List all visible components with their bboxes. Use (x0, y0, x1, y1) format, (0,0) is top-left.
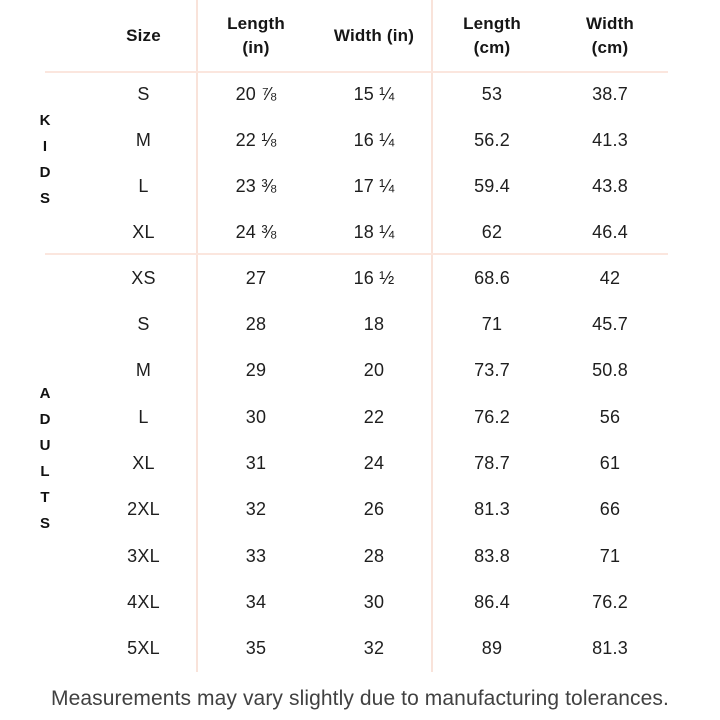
column-header-width-in: Width (in) (315, 0, 433, 72)
kids-group-cell: KIDS (0, 72, 90, 255)
td-adults-8-size: 5XL (127, 638, 160, 659)
td-adults-8-length-cm: 89 (481, 638, 503, 659)
td-adults-1-length-in: 28 (245, 313, 267, 334)
column-header-width-cm: Width (cm) (551, 0, 669, 72)
td-adults-8-length-in: 35 (245, 638, 267, 659)
td-adults-3-width-cm: 56 (599, 406, 621, 427)
td-adults-1-length-cm: 71 (481, 313, 503, 334)
td-adults-4-width-cm: 61 (599, 452, 621, 473)
td-adults-0-length-cm: 68.6 (474, 267, 510, 288)
td-kids-1-length-cm: 56.2 (474, 130, 510, 151)
td-adults-0-length-in: 27 (245, 267, 267, 288)
td-adults-4-length-in: 31 (245, 452, 267, 473)
column-header-length-in: Length (in) (197, 0, 315, 72)
td-kids-1-length-in: 22 ⅛ (235, 130, 277, 151)
column-header-width-in-label: Width (in) (333, 26, 415, 46)
td-adults-4-size: XL (132, 452, 155, 473)
td-adults-0-size: XS (131, 267, 156, 288)
td-adults-4-length-cm: 78.7 (474, 452, 510, 473)
vertical-divider-right (431, 0, 433, 672)
td-kids-1-width-cm: 41.3 (592, 130, 628, 151)
adults-group-cell: ADULTS (0, 255, 90, 672)
kids-adults-divider (45, 253, 668, 255)
td-adults-7-length-in: 34 (245, 591, 267, 612)
td-adults-3-width-in: 22 (363, 406, 385, 427)
td-adults-2-size: M (135, 360, 152, 381)
td-adults-7-width-in: 30 (363, 591, 385, 612)
td-adults-2-width-cm: 50.8 (592, 360, 628, 381)
td-kids-0-size: S (137, 84, 150, 105)
td-kids-3-length-cm: 62 (481, 221, 503, 242)
td-kids-2-width-cm: 43.8 (592, 175, 628, 196)
td-adults-1-width-in: 18 (363, 313, 385, 334)
td-adults-1-width-cm: 45.7 (592, 313, 628, 334)
td-kids-3-width-in: 18 ¼ (353, 221, 395, 242)
header-corner (0, 0, 90, 72)
td-kids-2-width-in: 17 ¼ (353, 175, 395, 196)
column-header-length-in-label: Length (in) (227, 14, 285, 57)
td-kids-3-width-cm: 46.4 (592, 221, 628, 242)
td-kids-1-width-in: 16 ¼ (353, 130, 395, 151)
td-kids-2-size: L (138, 175, 149, 196)
column-header-length-cm-label: Length (cm) (463, 14, 521, 57)
vertical-divider-left (196, 0, 198, 672)
column-header-length-cm: Length (cm) (433, 0, 551, 72)
td-adults-6-width-cm: 71 (599, 545, 621, 566)
td-kids-0-length-cm: 53 (481, 84, 503, 105)
td-kids-3-length-in: 24 ⅜ (235, 221, 277, 242)
td-adults-5-width-in: 26 (363, 499, 385, 520)
td-adults-3-size: L (138, 406, 149, 427)
td-adults-8-width-in: 32 (363, 638, 385, 659)
td-adults-3-length-in: 30 (245, 406, 267, 427)
td-adults-2-width-in: 20 (363, 360, 385, 381)
td-adults-0-width-in: 16 ½ (353, 267, 395, 288)
td-adults-6-width-in: 28 (363, 545, 385, 566)
td-adults-4-width-in: 24 (363, 452, 385, 473)
header-divider (45, 71, 668, 73)
column-header-size: Size (90, 0, 197, 72)
kids-group-label: KIDS (36, 111, 54, 216)
td-adults-3-length-cm: 76.2 (474, 406, 510, 427)
column-header-width-cm-label: Width (cm) (585, 14, 635, 57)
td-adults-0-width-cm: 42 (599, 267, 621, 288)
td-adults-5-length-cm: 81.3 (474, 499, 510, 520)
td-adults-7-width-cm: 76.2 (592, 591, 628, 612)
td-kids-2-length-in: 23 ⅜ (235, 175, 277, 196)
td-adults-7-length-cm: 86.4 (474, 591, 510, 612)
footnote: Measurements may vary slightly due to ma… (51, 687, 669, 710)
adults-group-label: ADULTS (36, 385, 54, 542)
td-adults-2-length-cm: 73.7 (474, 360, 510, 381)
td-adults-2-length-in: 29 (245, 360, 267, 381)
td-kids-3-size: XL (132, 221, 155, 242)
td-kids-0-width-cm: 38.7 (592, 84, 628, 105)
td-kids-0-length-in: 20 ⅞ (235, 84, 277, 105)
td-adults-1-size: S (137, 313, 150, 334)
td-adults-7-size: 4XL (127, 591, 160, 612)
td-kids-0-width-in: 15 ¼ (353, 84, 395, 105)
td-adults-6-length-in: 33 (245, 545, 267, 566)
size-table: Size Length (in) Width (in) Length (cm) … (0, 0, 669, 672)
td-kids-2-length-cm: 59.4 (474, 175, 510, 196)
td-adults-5-width-cm: 66 (599, 499, 621, 520)
td-adults-6-length-cm: 83.8 (474, 545, 510, 566)
column-header-size-label: Size (126, 26, 161, 46)
td-adults-8-width-cm: 81.3 (592, 638, 628, 659)
td-adults-6-size: 3XL (127, 545, 160, 566)
td-adults-5-size: 2XL (127, 499, 160, 520)
td-adults-5-length-in: 32 (245, 499, 267, 520)
td-kids-1-size: M (135, 130, 152, 151)
